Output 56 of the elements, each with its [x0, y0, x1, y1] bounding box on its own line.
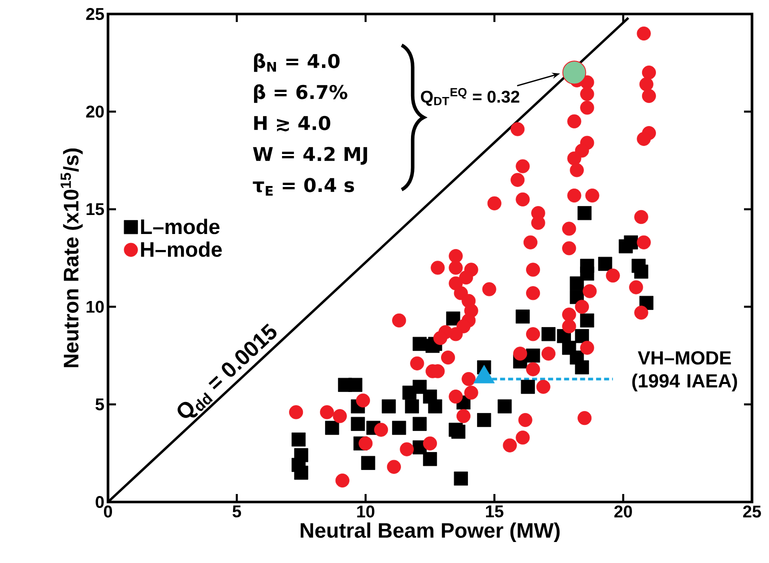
point — [423, 452, 437, 466]
x-axis-title: Neutral Beam Power (MW) — [300, 522, 560, 542]
point — [574, 329, 589, 344]
annotation: τ$_{E}$ = 0.4 s — [252, 178, 354, 196]
point — [580, 313, 594, 328]
point — [392, 420, 406, 435]
point — [350, 416, 365, 431]
point — [498, 399, 512, 414]
point — [516, 310, 530, 324]
x-tick-label: 25 — [743, 506, 761, 518]
x-tick-label: 5 — [232, 506, 242, 518]
point — [570, 276, 584, 290]
point — [404, 399, 419, 414]
point — [348, 378, 362, 392]
annotation: β$_{N}$ = 4.0 — [254, 53, 340, 72]
annotation: H ≳ 4.0 — [254, 116, 330, 132]
point — [448, 422, 463, 437]
point — [412, 380, 427, 394]
point — [454, 472, 468, 486]
point — [562, 60, 586, 84]
y-tick-label: 20 — [86, 106, 104, 118]
x-tick-label: 15 — [486, 506, 504, 518]
point — [446, 312, 460, 326]
legend-label: L–mode — [141, 218, 220, 234]
point — [598, 256, 612, 271]
y-tick-label: 25 — [86, 8, 104, 20]
point — [541, 327, 556, 342]
x-tick-label: 20 — [614, 506, 632, 518]
point — [292, 432, 306, 447]
annotation: β = 6.7% — [254, 84, 348, 103]
point — [361, 456, 376, 470]
y-axis-title: Neutron Rate (x10$^{15}$/s) — [60, 148, 83, 368]
point — [412, 416, 427, 431]
y-tick-label: 0 — [96, 496, 104, 508]
annotation: Q$_{DT}$$^{EQ}$ = 0.32 — [420, 88, 520, 106]
point — [325, 420, 340, 435]
y-tick-label: 10 — [86, 300, 104, 313]
y-tick-label: 15 — [86, 203, 104, 216]
point — [634, 264, 648, 279]
point — [382, 399, 396, 414]
point — [526, 348, 540, 363]
point — [412, 336, 427, 351]
annotation: VH–MODE (1994 IAEA) — [632, 351, 738, 392]
point — [477, 413, 492, 428]
point — [520, 380, 535, 394]
point — [580, 266, 594, 281]
legend-label: H–mode — [141, 241, 222, 257]
x-tick-label: 10 — [357, 506, 374, 518]
point — [428, 399, 442, 414]
point — [294, 466, 308, 480]
annotation: W = 4.2 MJ — [253, 146, 368, 165]
x-tick-label: 0 — [104, 506, 112, 518]
point — [624, 235, 638, 250]
point — [574, 360, 589, 374]
point — [578, 206, 592, 220]
y-tick-label: 5 — [96, 398, 104, 410]
